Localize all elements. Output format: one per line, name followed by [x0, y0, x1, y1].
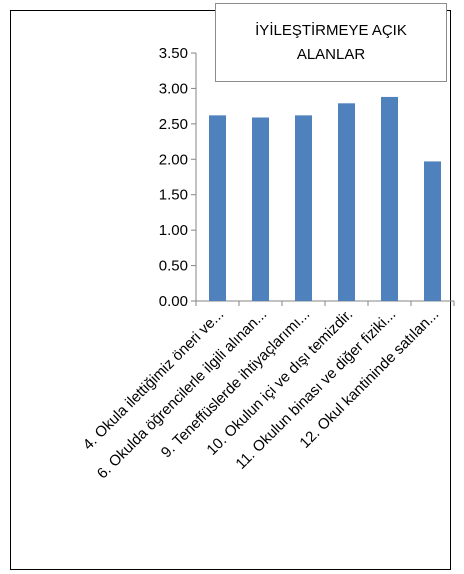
y-tick-label: 1.50 — [159, 187, 188, 204]
chart-title: İYİLEŞTİRMEYE AÇIK ALANLAR — [255, 21, 407, 63]
bar — [424, 161, 441, 301]
axes — [191, 52, 455, 306]
bar — [252, 117, 269, 301]
y-tick-label: 3.50 — [159, 45, 188, 62]
bar — [338, 103, 355, 302]
y-tick-label: 0.00 — [159, 293, 188, 310]
y-tick-label: 1.00 — [159, 222, 188, 239]
bar — [381, 96, 398, 301]
x-tick-labels: 4. Okula ilettiğimiz öneri ve...6. Okuld… — [80, 306, 443, 483]
bar — [209, 115, 226, 302]
bars — [209, 96, 441, 302]
y-tick-labels: 0.00 0.50 1.00 1.50 2.00 2.50 3.00 3.50 — [159, 45, 188, 310]
x-tick-label: 11. Okulun binası ve diğer fiziki... — [232, 306, 399, 473]
y-tick-label: 0.50 — [159, 258, 188, 275]
y-tick-label: 2.00 — [159, 151, 188, 168]
chart-title-box: İYİLEŞTİRMEYE AÇIK ALANLAR — [215, 3, 447, 82]
bar — [295, 115, 312, 302]
y-tick-label: 2.50 — [159, 116, 188, 133]
y-tick-label: 3.00 — [159, 80, 188, 97]
chart-frame — [10, 10, 451, 570]
